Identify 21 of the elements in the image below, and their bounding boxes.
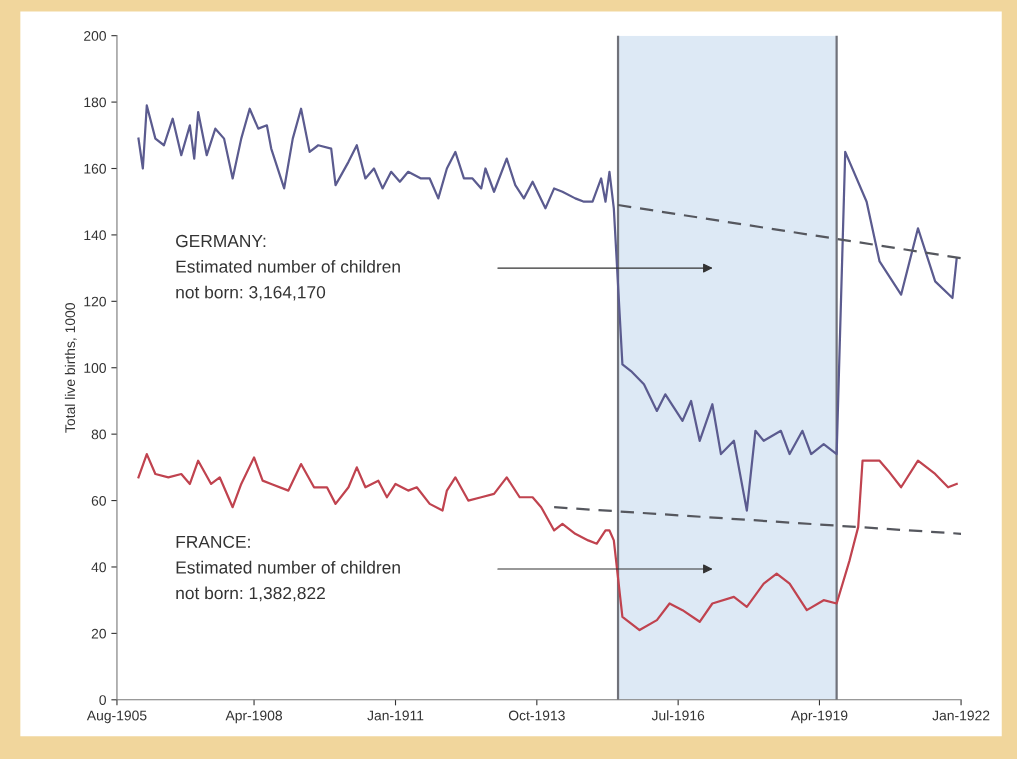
x-tick-label: Jan-1922: [932, 710, 990, 721]
x-tick-label: Jan-1911: [367, 710, 424, 721]
y-tick-label: 200: [84, 31, 106, 41]
y-tick-label: 20: [91, 628, 106, 639]
y-tick-label: 140: [84, 230, 106, 241]
annotation: FRANCE: Estimated number of children not born: 1,382,822: [176, 535, 400, 602]
x-tick-label: Oct-1913: [508, 710, 565, 721]
y-tick-label: 100: [84, 363, 106, 373]
annotation: GERMANY: Estimated number of children not born: 3,164,170: [176, 234, 400, 301]
y-tick-label: 60: [91, 495, 106, 506]
x-tick-label: Apr-1919: [790, 710, 848, 724]
y-tick-label: 40: [91, 562, 106, 573]
x-tick-label: Apr-1908: [225, 710, 283, 724]
y-tick-label: 0: [99, 695, 106, 705]
x-tick-label: Aug-1905: [86, 710, 147, 724]
x-tick-label: Jul-1916: [651, 710, 705, 721]
y-axis-title: Total live births, 1000: [64, 303, 77, 433]
y-tick-label: 120: [84, 296, 106, 307]
y-tick-label: 180: [84, 97, 106, 108]
y-tick-label: 80: [91, 429, 106, 440]
y-tick-label: 160: [84, 163, 106, 174]
